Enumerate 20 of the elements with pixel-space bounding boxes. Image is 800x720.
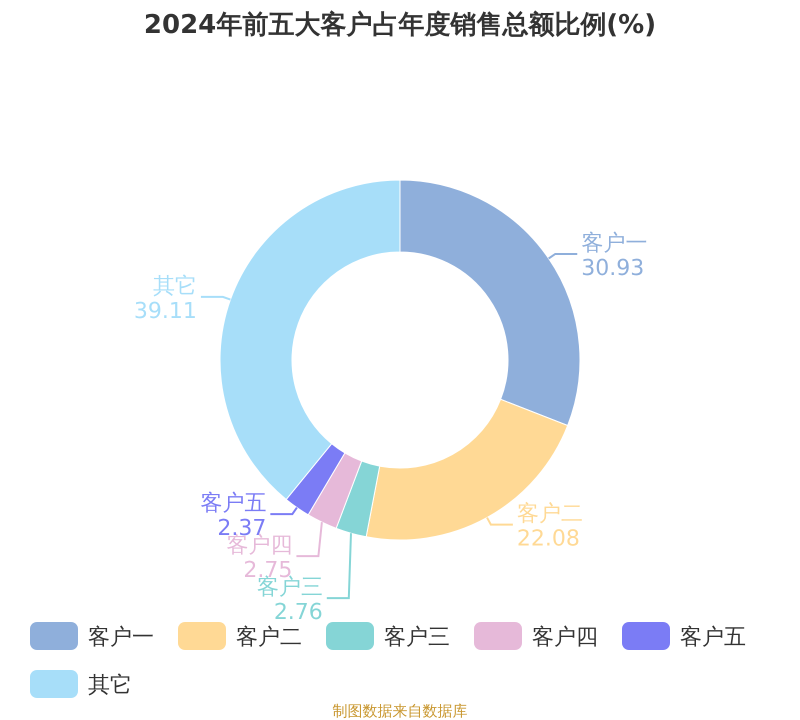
legend-label: 其它 — [88, 673, 132, 698]
legend-item: 其它 — [30, 670, 132, 698]
legend-label: 客户一 — [88, 625, 154, 650]
slice-label: 客户一 — [581, 230, 648, 256]
slice-label: 客户五 — [200, 491, 266, 516]
data-label: 30.93 — [581, 256, 644, 281]
legend-item: 客户一 — [30, 622, 154, 650]
legend-item: 客户三 — [326, 622, 450, 650]
text: 制图数据来自数据库 — [332, 702, 468, 720]
slice-label: 其它 — [152, 274, 197, 299]
legend-item: 客户五 — [622, 622, 746, 650]
legend-label: 客户五 — [680, 625, 746, 650]
legend-label: 客户三 — [384, 625, 450, 650]
data-label: 39.11 — [134, 298, 197, 324]
legend-label: 客户二 — [236, 625, 302, 650]
legend-label: 客户四 — [532, 625, 598, 650]
legend-item: 客户四 — [474, 622, 598, 650]
data-label: 22.08 — [516, 526, 580, 552]
chart-title: 2024年前五大客户占年度销售总额比例(%) — [144, 10, 656, 40]
slice-label: 客户二 — [516, 502, 583, 527]
